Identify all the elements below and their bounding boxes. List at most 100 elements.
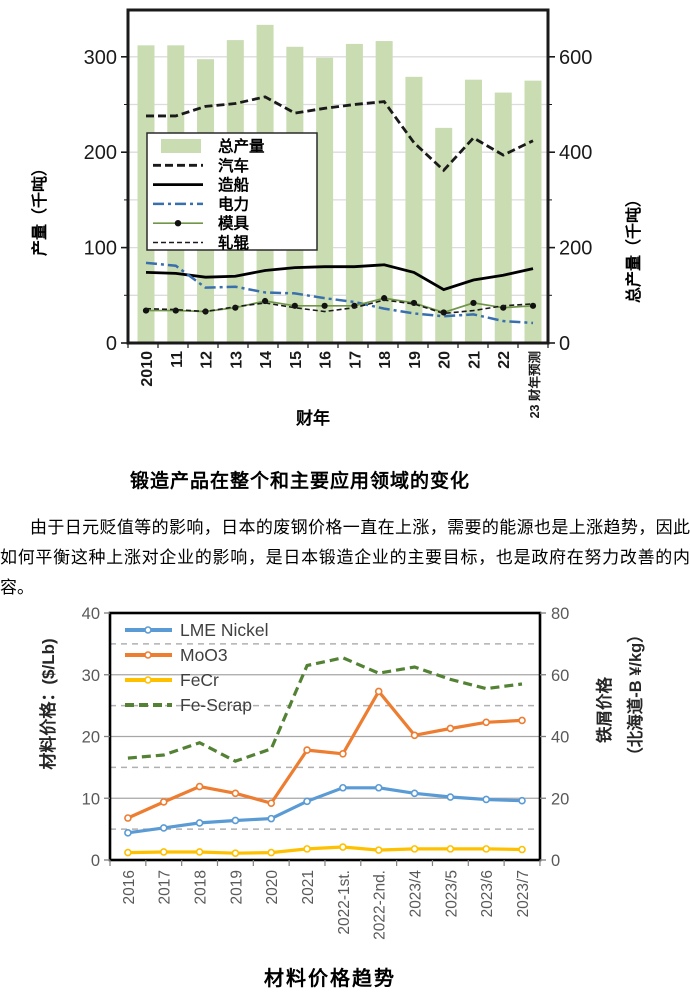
legend-label: 电力 [218,194,249,213]
series-fe-scrap [127,656,523,763]
gridlines [110,643,540,830]
left-tick-label: 30 [82,667,100,685]
x-tick-label: 12 [199,351,216,369]
marker [482,718,491,727]
series-moo3 [127,688,523,820]
marker [195,782,204,791]
marker [124,814,132,822]
legend-label: LME Nickel [180,620,269,640]
x-tick-label: 2021 [300,870,317,904]
top-chart-caption: 锻造产品在整个和主要应用领域的变化 [130,471,471,492]
x-tick-label: 2023/4 [408,870,425,918]
x-tick-label: 2023/6 [479,870,496,917]
bottom-chart-caption: 材料价格趋势 [264,968,396,990]
legend: LME Nickel MoO3 FeCr Fe-Scrap [125,620,269,715]
legend-label: FeCr [180,670,219,690]
legend-label: 模具 [218,214,250,233]
marker [374,687,383,696]
right-tick-label: 200 [559,238,592,260]
marker [518,716,526,725]
marker [231,849,240,858]
x-tick-label: 13 [228,351,245,369]
marker [124,829,132,837]
series-造船 [145,263,534,292]
marker [232,304,239,311]
marker [172,307,179,314]
x-tick-label: 2023/5 [443,870,460,917]
x-axis-labels: 2016 2017 2018 2019 2020 2021 2022-1st. 2022-2n… [121,870,532,940]
series-lme-nickel [127,786,523,835]
x-tick-label: 2019 [228,870,245,904]
marker [303,797,311,806]
x-tick-label: 16 [318,351,335,369]
marker [374,846,383,854]
axis-ticks: 0 10 20 30 40 0 20 40 60 80 [82,605,570,870]
x-tick-label: 17 [347,351,364,369]
marker [303,746,311,754]
bar [524,80,542,344]
x-tick-label: 2018 [193,870,210,904]
x-tick-label: 15 [288,351,305,369]
legend-label: 轧辊 [218,233,250,252]
right-tick-label: 20 [551,790,569,808]
x-tick-label: 2023/7 [515,870,532,917]
marker [267,799,276,807]
right-tick-label: 40 [551,729,569,747]
right-tick-label: 60 [551,667,569,685]
production-chart-svg: 0 0 100 200 200 400 300 600 2010 11 12 13 14 15 16 17 18… [30,8,643,428]
marker [410,731,419,740]
bar [464,79,482,344]
right-tick-label: 0 [559,333,570,355]
marker [374,783,383,792]
left-tick-label: 300 [84,47,117,69]
x-tick-label: 19 [407,351,424,369]
marker [231,789,240,798]
marker [440,309,447,316]
marker [339,783,347,792]
marker [470,299,477,307]
x-tick-label: 23 财年预测 [527,351,542,418]
marker [124,848,132,857]
marker [231,816,240,825]
marker [195,819,204,827]
marker [303,845,311,853]
legend-label: 汽车 [218,156,249,175]
right-y-axis-title-line2: （北海道-B ¥/kg） [625,626,645,764]
marker [195,848,204,856]
right-y-axis-title-line1: 铁屑价格 [594,677,614,744]
marker [518,845,526,854]
marker [482,845,491,853]
left-tick-label: 0 [106,333,117,355]
x-tick-label: 14 [258,351,275,369]
marker [518,796,526,805]
series-汽车 [146,95,534,173]
left-y-axis-title: 产量（千吨） [30,160,49,256]
bar [345,43,363,344]
legend-label: 造船 [218,175,250,194]
x-axis-labels: 2010 11 12 13 14 15 16 17 18 19 20 21 22 23 财年预测 [139,351,542,418]
right-tick-label: 80 [551,605,569,623]
right-tick-label: 0 [551,852,560,870]
line-series [124,656,526,858]
marker [321,302,328,309]
axis-ticks: 0 0 100 200 200 400 300 600 [84,47,593,355]
x-tick-label: 11 [169,351,186,368]
legend-label: 总产量 [218,137,265,156]
right-tick-label: 600 [559,47,592,69]
x-tick-label: 2010 [139,351,156,387]
x-tick-label: 22 [496,351,513,369]
marker [339,843,347,851]
x-tick-label: 2022-1st. [336,870,353,935]
left-tick-label: 40 [82,605,100,623]
left-tick-label: 20 [82,729,100,747]
x-tick-label: 21 [466,351,483,369]
bar [375,41,393,344]
series-电力 [145,261,534,325]
left-tick-label: 200 [84,142,117,164]
x-tick-label: 2017 [157,870,174,904]
marker [159,824,168,832]
x-tick-label: 18 [377,351,394,369]
